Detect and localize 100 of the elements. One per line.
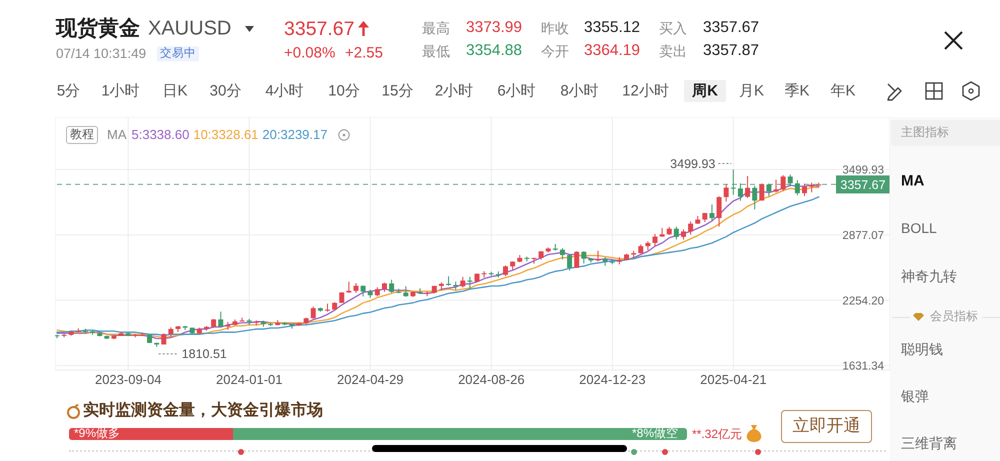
candlestick (745, 176, 750, 198)
text: 三维背离 (901, 434, 957, 452)
candlestick (724, 184, 729, 202)
text: 12小时 (622, 82, 669, 100)
candlestick (709, 204, 714, 221)
candlestick (674, 226, 679, 240)
candlestick (389, 279, 394, 294)
text: 10:3328.61 (193, 127, 258, 143)
candlestick (581, 250, 586, 264)
ref-line-label: 3357.67 (840, 178, 886, 192)
candlestick (645, 240, 650, 251)
chart-subtitle: XAUUSD (148, 18, 232, 40)
text: 5分 (56, 82, 80, 100)
text: 4小时 (265, 82, 304, 100)
candlestick (780, 174, 786, 192)
text: 5:3338.60 (132, 127, 190, 143)
text: 昨收 (541, 20, 569, 36)
candlestick (774, 179, 779, 193)
text: MA (901, 172, 924, 190)
text: 15分 (382, 82, 414, 100)
candlestick (596, 250, 601, 262)
x-tick-label: 2024-08-26 (458, 372, 525, 388)
text: 聪明钱 (901, 340, 943, 358)
y-tick-label: 2254.20 (842, 295, 884, 308)
text: 3373.99 (466, 19, 522, 37)
candlestick (218, 311, 224, 328)
text: 10分 (328, 82, 360, 100)
text: 买入 (659, 20, 687, 36)
candlestick (688, 220, 694, 236)
text: 季K (784, 82, 810, 100)
text: **.32亿元 (692, 427, 742, 442)
text: +0.08% (284, 44, 336, 62)
text: 8小时 (560, 82, 599, 100)
annotation: 3499.93 (670, 156, 716, 171)
text: 1小时 (101, 82, 140, 100)
candlestick (816, 182, 822, 186)
candlestick (360, 284, 366, 297)
text: BOLL (901, 220, 937, 236)
candlestick (567, 254, 572, 272)
text: 卖出 (659, 42, 687, 60)
candlestick (460, 276, 466, 288)
candlestick (716, 196, 722, 228)
y-tick-label: 1631.34 (842, 360, 885, 373)
candlestick (353, 282, 358, 294)
candlestick (680, 228, 686, 240)
candlestick (560, 248, 565, 260)
x-tick-label: 2024-01-01 (216, 372, 283, 388)
chart-title: 现货黄金 (56, 16, 140, 42)
candlestick (502, 264, 508, 277)
text: 3357.67 (284, 18, 354, 40)
candlestick (788, 174, 793, 187)
candlestick (730, 168, 736, 196)
text: 今开 (541, 42, 569, 60)
text: 6小时 (497, 82, 536, 100)
text: *9%做多 (74, 426, 120, 440)
text: 3355.12 (584, 19, 640, 37)
text: 交易中 (157, 46, 199, 62)
text: 月K (738, 82, 764, 100)
text: 年K (830, 82, 856, 100)
annotation: 1810.51 (182, 347, 227, 362)
candlestick (374, 286, 380, 297)
candlestick (752, 185, 758, 210)
text: 主图指标 (901, 125, 949, 140)
text: 30分 (210, 82, 242, 100)
text: 最低 (422, 42, 450, 60)
candlestick (161, 332, 166, 345)
text: 周K (692, 82, 718, 100)
text: 3357.87 (703, 42, 760, 60)
text: 07/14 10:31:49 (56, 46, 146, 62)
text: 3354.88 (466, 42, 522, 60)
text: 最高 (422, 20, 450, 36)
legend-title: MA (107, 127, 126, 143)
candlestick (652, 233, 658, 246)
y-tick-label: 2877.07 (842, 230, 884, 242)
candlestick (738, 182, 743, 202)
x-tick-label: 2025-04-21 (700, 372, 767, 388)
candlestick (403, 286, 408, 298)
x-tick-label: 2024-12-23 (579, 372, 646, 388)
candlestick (794, 180, 800, 196)
text: 2小时 (434, 82, 474, 100)
text: 日K (162, 82, 188, 100)
candlestick (759, 183, 764, 202)
candlestick (382, 282, 387, 292)
text: +2.55 (345, 44, 383, 62)
candlestick (638, 244, 644, 254)
x-tick-label: 2023-09-04 (94, 372, 162, 388)
text: 20:3239.17 (262, 127, 328, 143)
text: *8%做空 (632, 426, 678, 440)
text: 神奇九转 (901, 268, 957, 284)
candlestick (809, 182, 814, 193)
candlestick (766, 183, 772, 197)
annotation: 教程 (70, 127, 94, 142)
text: 3364.19 (584, 42, 640, 60)
candlestick (310, 306, 316, 320)
candlestick (574, 250, 580, 268)
text: 实时监测资金量，大资金引爆市场 (83, 402, 323, 420)
x-tick-label: 2024-04-29 (337, 372, 404, 388)
text: 银弹 (901, 388, 929, 404)
candlestick (802, 183, 808, 197)
candlestick (168, 326, 174, 338)
